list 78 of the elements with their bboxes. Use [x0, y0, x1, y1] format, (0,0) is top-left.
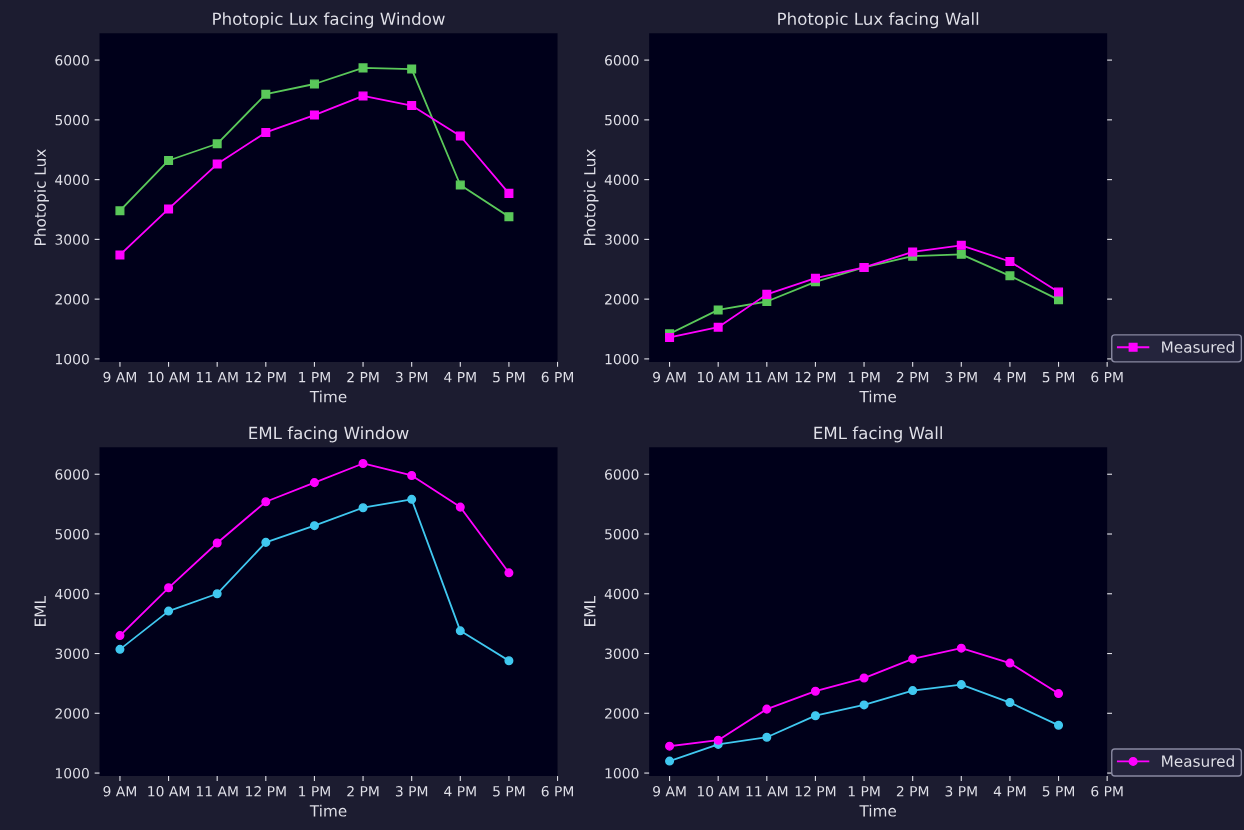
x-tick-label: 10 AM [148, 371, 189, 383]
legend-label: Measured [1162, 341, 1234, 353]
y-axis-title: EML [584, 596, 596, 626]
chart-title: EML facing Window [249, 426, 409, 443]
x-tick-label: 10 AM [697, 786, 739, 797]
x-tick-label: 1 PM [299, 372, 330, 383]
y-tick-label: 5000 [605, 528, 639, 540]
y-tick-label: 5000 [55, 114, 89, 126]
y-tick-label: 6000 [55, 55, 89, 66]
x-tick-label: 9 AM [653, 371, 686, 383]
chart-title: EML facing Wall [814, 426, 942, 443]
chart-title: Photopic Lux facing Wall [778, 12, 979, 29]
x-tick-label: 6 PM [541, 371, 573, 383]
x-tick-label: 2 PM [896, 371, 929, 383]
x-tick-label: 2 PM [347, 371, 379, 383]
x-tick-label: 9 AM [103, 786, 136, 797]
y-tick-label: 6000 [605, 55, 639, 66]
x-tick-label: 3 PM [395, 371, 428, 383]
y-tick-label: 2000 [55, 294, 89, 305]
x-tick-label: 5 PM [1042, 372, 1074, 383]
y-tick-label: 6000 [605, 469, 639, 480]
y-axis-title: Photopic Lux [583, 149, 599, 245]
x-tick-label: 5 PM [493, 786, 525, 797]
x-tick-label: 9 AM [103, 371, 136, 383]
x-tick-label: 10 AM [148, 786, 189, 797]
y-tick-label: 4000 [604, 174, 639, 186]
x-tick-label: 12 PM [795, 371, 836, 383]
y-tick-label: 2000 [605, 708, 639, 719]
y-tick-label: 3000 [55, 234, 89, 245]
x-tick-label: 1 PM [299, 786, 330, 797]
y-tick-label: 2000 [55, 708, 89, 719]
x-tick-label: 6 PM [541, 786, 573, 797]
x-tick-label: 11 AM [746, 372, 788, 383]
y-tick-label: 4000 [604, 588, 639, 600]
x-tick-label: 5 PM [493, 372, 525, 383]
legend-label: Measured [1162, 755, 1234, 767]
x-tick-label: 3 PM [945, 371, 977, 383]
x-tick-label: 4 PM [444, 786, 476, 797]
x-tick-label: 12 PM [246, 371, 286, 383]
x-tick-label: 11 AM [196, 372, 238, 383]
y-tick-label: 3000 [55, 648, 89, 660]
x-tick-label: 1 PM [848, 372, 880, 383]
x-tick-label: 12 PM [246, 786, 286, 797]
x-tick-label: 3 PM [395, 786, 428, 797]
x-tick-label: 4 PM [993, 372, 1026, 383]
x-axis-title: Time [309, 804, 347, 817]
y-axis-title: EML [34, 596, 46, 626]
x-axis-title: Time [309, 390, 347, 403]
chart-title: Photopic Lux facing Window [213, 12, 445, 29]
y-tick-label: 1000 [55, 768, 89, 779]
y-tick-label: 1000 [605, 353, 639, 365]
x-tick-label: 4 PM [993, 786, 1026, 797]
x-axis-title: Time [859, 390, 897, 403]
x-tick-label: 5 PM [1042, 786, 1074, 797]
y-tick-label: 1000 [605, 768, 639, 779]
x-tick-label: 2 PM [896, 786, 929, 797]
y-tick-label: 2000 [605, 294, 639, 305]
x-tick-label: 12 PM [795, 786, 836, 797]
y-tick-label: 5000 [605, 114, 639, 126]
y-tick-label: 1000 [55, 353, 89, 365]
y-tick-label: 4000 [55, 174, 89, 186]
y-tick-label: 5000 [55, 528, 89, 540]
x-tick-label: 3 PM [945, 786, 977, 797]
y-axis-title: Photopic Lux [34, 149, 49, 245]
x-tick-label: 9 AM [653, 786, 686, 797]
x-axis-title: Time [859, 804, 897, 817]
y-tick-label: 3000 [605, 648, 639, 660]
x-tick-label: 4 PM [444, 372, 476, 383]
y-tick-label: 3000 [605, 234, 639, 245]
x-tick-label: 6 PM [1091, 371, 1123, 383]
x-tick-label: 11 AM [196, 786, 238, 797]
x-tick-label: 11 AM [746, 786, 788, 797]
x-tick-label: 10 AM [697, 371, 739, 383]
y-tick-label: 4000 [55, 588, 89, 600]
x-tick-label: 2 PM [347, 786, 379, 797]
x-tick-label: 1 PM [848, 786, 880, 797]
x-tick-label: 6 PM [1091, 786, 1123, 797]
y-tick-label: 6000 [55, 469, 89, 480]
